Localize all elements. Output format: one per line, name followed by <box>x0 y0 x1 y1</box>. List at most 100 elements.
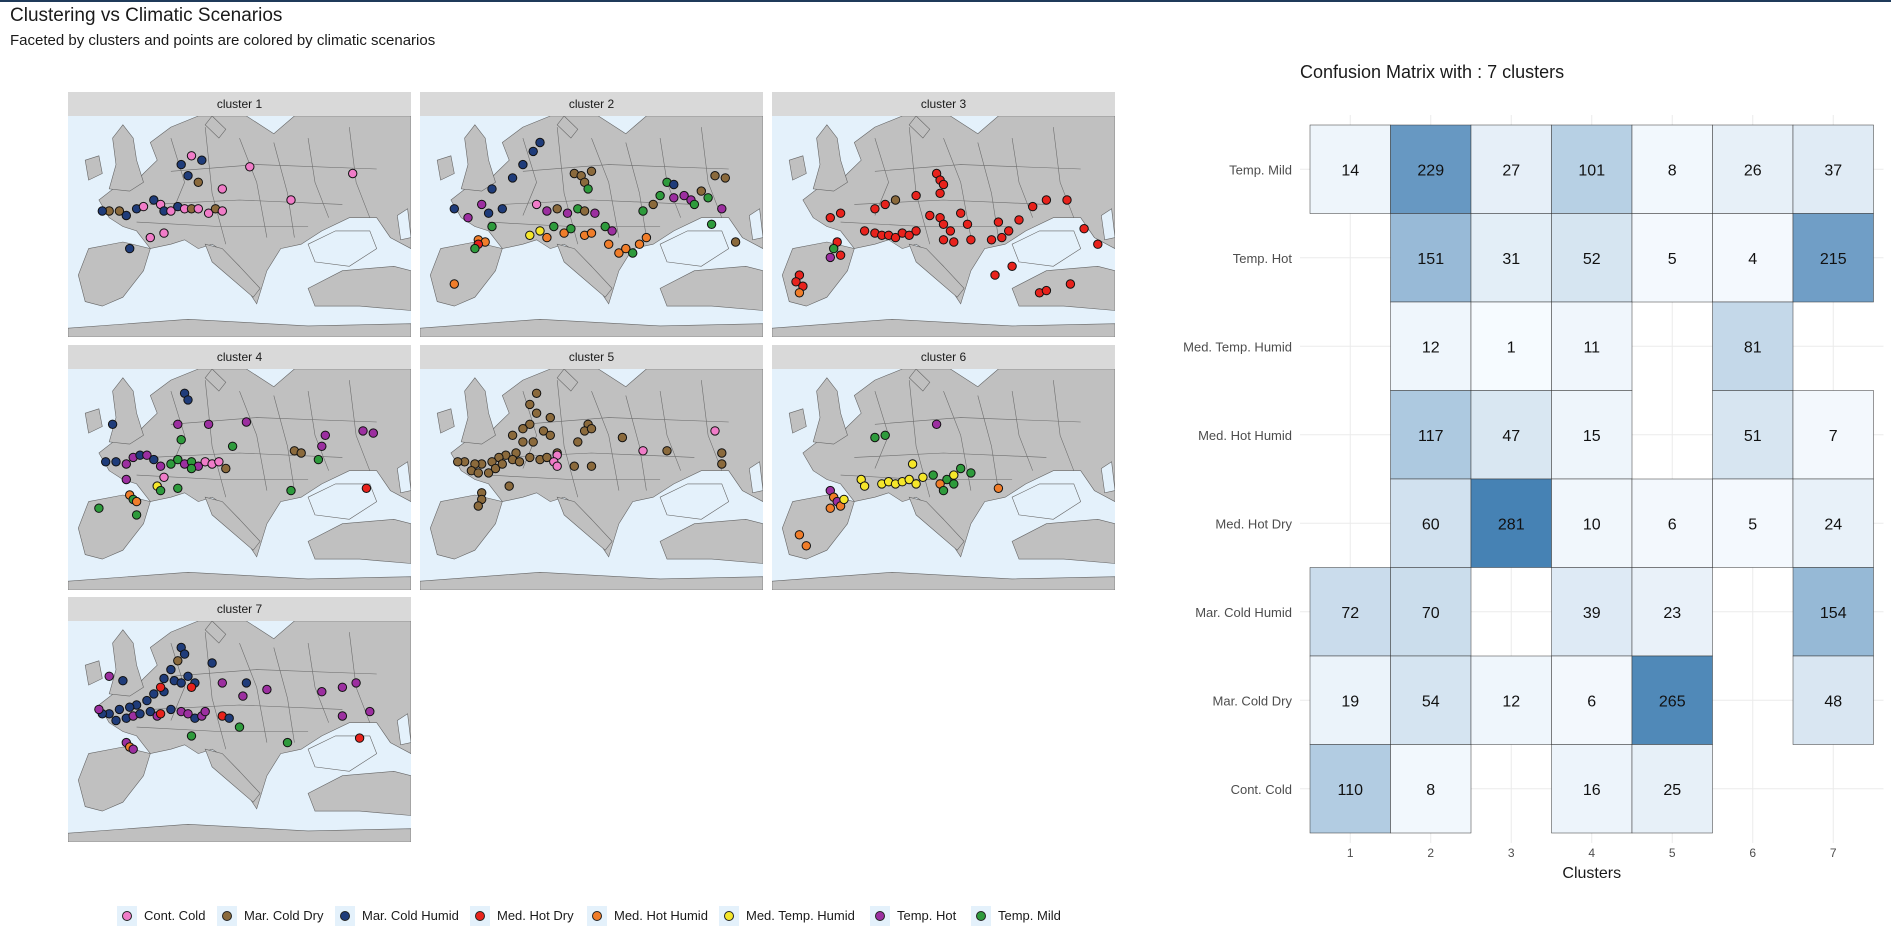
cell-value-label: 12 <box>1502 693 1520 710</box>
scenario-point <box>911 190 921 201</box>
sea-shape <box>748 461 763 494</box>
scenario-point <box>176 159 186 170</box>
scenario-point <box>997 232 1007 243</box>
land-shape <box>460 377 496 445</box>
scenario-point <box>155 461 166 471</box>
scenario-point <box>121 474 131 485</box>
scenario-point <box>794 530 805 540</box>
scenario-point <box>149 454 159 465</box>
country-border <box>659 391 681 471</box>
scenario-point <box>159 673 169 684</box>
scenario-point <box>173 454 183 465</box>
legend-key <box>971 906 991 926</box>
scenario-point <box>956 208 966 218</box>
scenario-point <box>586 228 597 238</box>
facet-map <box>68 369 411 590</box>
scenario-point <box>535 226 545 236</box>
facet-map <box>68 621 411 842</box>
scenario-point <box>710 426 720 436</box>
scenario-point <box>473 501 483 511</box>
heatmap-cell <box>1309 655 1391 745</box>
country-border <box>591 137 620 238</box>
scenario-point <box>1041 285 1052 296</box>
scenario-point <box>142 695 152 706</box>
scenario-point <box>365 706 375 717</box>
scenario-point <box>621 243 631 254</box>
scenario-point <box>703 193 713 203</box>
scenario-point <box>453 457 463 467</box>
scenario-point <box>142 450 152 460</box>
sea-shape <box>396 208 411 241</box>
land-shape <box>204 748 261 803</box>
country-border <box>349 127 371 218</box>
x-tick-label: 6 <box>1749 846 1756 860</box>
cell-value-label: 110 <box>1337 782 1363 799</box>
scenario-point <box>155 485 166 496</box>
land-shape <box>204 621 227 644</box>
heatmap-cell <box>1390 213 1472 303</box>
scenario-point <box>717 448 727 458</box>
country-border <box>307 643 329 723</box>
confusion-matrix-title: Confusion Matrix with : 7 clusters <box>1300 62 1565 82</box>
scenario-point <box>368 428 378 438</box>
scenario-point <box>904 474 914 485</box>
scenario-point <box>238 691 248 701</box>
scenario-point <box>525 399 535 410</box>
scenario-point <box>870 204 880 214</box>
scenario-point <box>131 496 142 507</box>
land-shape <box>429 241 503 307</box>
cell-value-label: 5 <box>1668 251 1677 268</box>
sea-shape <box>1100 461 1115 494</box>
scenario-point <box>176 678 186 688</box>
facet-strip: cluster 3 <box>772 92 1115 116</box>
scenario-point <box>669 179 679 190</box>
y-tick-label: Med. Hot Dry <box>1215 516 1292 531</box>
country-border <box>522 164 729 172</box>
facet-map <box>420 369 763 590</box>
land-shape <box>108 124 144 192</box>
scenario-point <box>859 226 870 236</box>
heatmap-cell <box>1390 567 1472 657</box>
scenario-point <box>507 173 518 183</box>
legend-label: Mar. Cold Dry <box>244 908 324 923</box>
scenario-point <box>825 252 835 263</box>
scenario-point <box>354 733 365 743</box>
scenario-point <box>507 430 518 441</box>
legend-key <box>335 906 355 926</box>
scenario-point <box>938 485 949 496</box>
scenario-point <box>542 452 552 463</box>
y-tick-label: Cont. Cold <box>1231 782 1292 797</box>
country-border <box>625 395 647 491</box>
map-canvas <box>772 369 1115 590</box>
scenario-point <box>904 230 914 241</box>
scenario-point <box>542 232 552 243</box>
scenario-point <box>217 206 228 216</box>
scenario-point <box>679 190 689 201</box>
land-shape <box>98 369 411 558</box>
country-border <box>854 452 1047 458</box>
facet-strip: cluster 6 <box>772 345 1115 369</box>
scenario-point <box>545 412 556 423</box>
legend-label: Med. Hot Humid <box>614 908 708 923</box>
cell-value-label: 52 <box>1583 251 1601 268</box>
scenario-point <box>638 446 648 456</box>
country-border <box>874 138 889 216</box>
cell-value-label: 10 <box>1583 516 1601 533</box>
scenario-point <box>463 213 473 223</box>
sea-shape <box>1100 208 1115 241</box>
scenario-point <box>214 457 224 467</box>
scenario-point <box>203 419 214 429</box>
country-border <box>1053 127 1075 218</box>
heatmap-cell <box>1309 567 1391 657</box>
scenario-point <box>938 235 949 245</box>
scenario-point <box>193 204 204 214</box>
country-border <box>307 138 329 218</box>
country-border <box>502 199 695 205</box>
facet-map <box>420 116 763 337</box>
land-shape <box>908 243 965 298</box>
land-shape <box>68 318 411 337</box>
scenario-point <box>111 715 121 726</box>
land-shape <box>1011 265 1115 311</box>
scenario-point <box>890 232 901 243</box>
scenario-point <box>839 494 849 505</box>
